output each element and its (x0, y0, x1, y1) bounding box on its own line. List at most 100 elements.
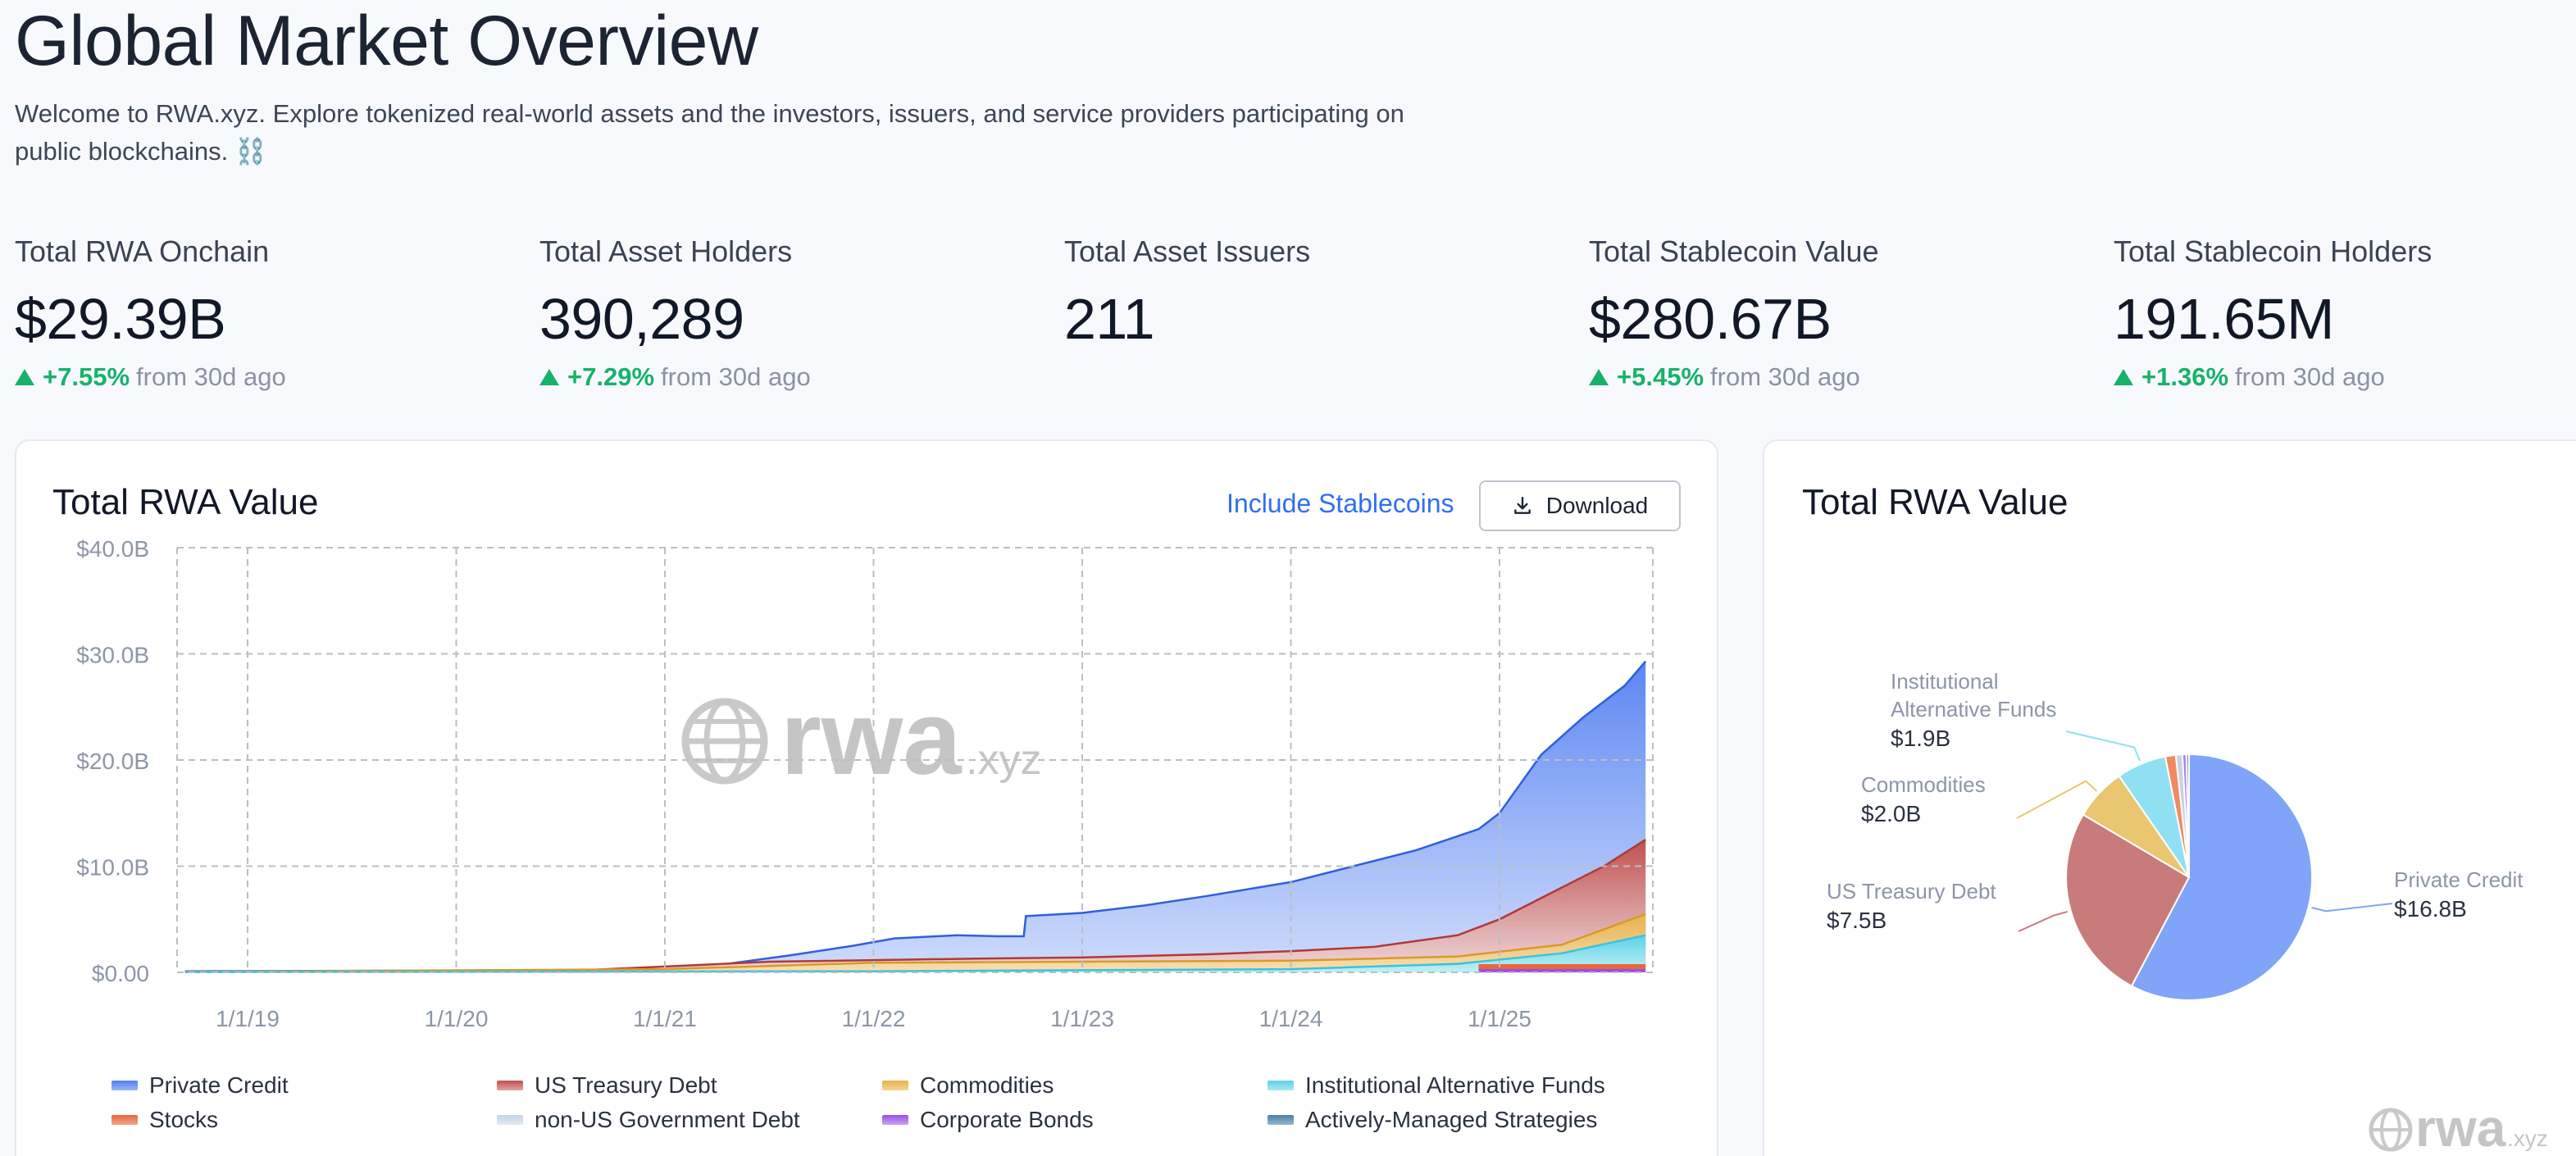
pie-value-label: $1.9B (1891, 726, 1950, 751)
pie-value-label: $7.5B (1827, 908, 1886, 933)
pie-label: Commodities (1861, 772, 1986, 797)
x-tick-label: 1/1/19 (216, 1006, 280, 1031)
legend-swatch (1268, 1081, 1294, 1090)
x-tick-label: 1/1/23 (1050, 1006, 1114, 1031)
stat-label: Total Stablecoin Holders (2114, 234, 2433, 268)
legend-item-stocks[interactable]: Stocks (112, 1107, 218, 1133)
globe-icon (681, 698, 768, 785)
stat-change-percent: +5.45% (1617, 362, 1704, 391)
pie-slice-us-treasury-debt[interactable] (2065, 813, 2191, 987)
pie-leader-line (2018, 910, 2069, 932)
area-card-title: Total RWA Value (52, 482, 319, 522)
legend-item-commodities[interactable]: Commodities (882, 1072, 1054, 1099)
pie-value-label: $16.8B (2394, 896, 2467, 922)
pie-label: Alternative Funds (1891, 697, 2056, 721)
legend-label: non-US Government Debt (535, 1107, 800, 1132)
legend-label: Corporate Bonds (920, 1107, 1094, 1132)
legend-label: Stocks (149, 1107, 219, 1132)
pie-label: US Treasury Debt (1827, 879, 1996, 903)
legend-swatch (1268, 1115, 1294, 1125)
legend-item-us-treasury-debt[interactable]: US Treasury Debt (497, 1072, 717, 1099)
pie-slice-private-credit[interactable] (2130, 753, 2314, 1001)
x-tick-label: 1/1/22 (842, 1006, 906, 1031)
total-rwa-value-area-card (15, 439, 1718, 1156)
legend-item-corporate-bonds[interactable]: Corporate Bonds (882, 1107, 1094, 1133)
stat-value: 390,289 (539, 287, 744, 351)
stat-value: 191.65M (2114, 287, 2334, 351)
stat-value: 211 (1064, 287, 1155, 351)
watermark-text: rwa (781, 680, 962, 797)
legend-item-non-us-government-debt[interactable]: non-US Government Debt (497, 1107, 800, 1133)
legend-label: Actively-Managed Strategies (1305, 1107, 1598, 1132)
stat-change-suffix: from 30d ago (136, 362, 286, 391)
area-corporate-bonds (1478, 969, 1646, 972)
stat-change: +5.45% from 30d ago (1589, 359, 2081, 395)
x-tick-label: 1/1/21 (633, 1006, 697, 1031)
watermark-text: rwa (2415, 1099, 2506, 1156)
stat-value: $280.67B (1589, 287, 1832, 351)
rwa-watermark-small: rwa .xyz (2369, 1099, 2548, 1156)
y-tick-label: $10.0B (76, 855, 149, 881)
stat-label: Total Asset Issuers (1064, 234, 1311, 268)
legend-item-institutional-alternative-funds[interactable]: Institutional Alternative Funds (1268, 1072, 1605, 1099)
stat-change-suffix: from 30d ago (1710, 362, 1860, 391)
pie-label: Private Credit (2394, 867, 2524, 892)
page-title: Global Market Overview (15, 2, 758, 80)
stat-total-stablecoin-holders: Total Stablecoin Holders 191.65M +1.36% f… (2114, 231, 2576, 395)
stat-change: +7.29% from 30d ago (539, 359, 1031, 395)
stat-change-suffix: from 30d ago (661, 362, 811, 391)
legend-swatch (112, 1115, 138, 1125)
download-icon (1513, 497, 1531, 514)
y-tick-label: $0.00 (92, 961, 149, 986)
total-rwa-value-area-chart: rwa .xyz $0.00 $10.0B $20.0B $30.0B $40.0B 1/… (76, 536, 1654, 1031)
stat-value: $29.39B (15, 287, 226, 351)
up-arrow-icon (15, 369, 34, 385)
stat-total-stablecoin-value: Total Stablecoin Value $280.67B +5.45% fr… (1589, 231, 2081, 395)
stat-change-percent: +1.36% (2141, 362, 2229, 391)
pie-label: Institutional (1891, 669, 1999, 694)
legend-swatch (497, 1115, 523, 1125)
stat-change-percent: +7.29% (567, 362, 655, 391)
area-institutional-alternative-funds-line (184, 934, 1646, 973)
stat-label: Total RWA Onchain (15, 234, 270, 268)
area-stocks (1478, 964, 1646, 969)
y-tick-label: $30.0B (76, 643, 149, 668)
download-button-label: Download (1545, 493, 1649, 518)
pie-leader-line (2311, 903, 2393, 913)
legend-swatch (882, 1081, 908, 1090)
stat-change-percent: +7.55% (43, 362, 130, 391)
up-arrow-icon (2114, 369, 2133, 385)
legend-item-private-credit[interactable]: Private Credit (112, 1072, 289, 1099)
legend-item-actively-managed-strategies[interactable]: Actively-Managed Strategies (1268, 1107, 1597, 1133)
total-rwa-value-pie-chart: Private Credit $16.8B US Treasury Debt $7.5… (1827, 669, 2548, 1156)
download-button[interactable]: Download (1479, 480, 1681, 531)
page-description: Welcome to RWA.xyz. Explore tokenized re… (15, 99, 1404, 166)
up-arrow-icon (1589, 369, 1609, 385)
pie-leader-line (2016, 780, 2098, 819)
y-tick-label: $20.0B (76, 749, 149, 774)
legend-swatch (497, 1081, 523, 1090)
x-tick-label: 1/1/25 (1468, 1006, 1531, 1031)
stat-change: +7.55% from 30d ago (15, 359, 507, 395)
watermark-subtext: .xyz (2507, 1126, 2548, 1151)
pie-card-title: Total RWA Value (1802, 482, 2069, 522)
stat-change-suffix: from 30d ago (2235, 362, 2385, 391)
pie-value-label: $2.0B (1861, 801, 1921, 826)
y-tick-label: $40.0B (76, 536, 149, 562)
legend-label: Private Credit (149, 1072, 289, 1098)
up-arrow-icon (539, 369, 559, 385)
stat-label: Total Asset Holders (539, 234, 793, 268)
pie-slice-actively-managed-strategies[interactable] (2185, 753, 2190, 878)
legend-label: Commodities (920, 1072, 1054, 1098)
legend-swatch (112, 1081, 138, 1090)
globe-icon (2369, 1108, 2413, 1152)
stat-label: Total Stablecoin Value (1589, 234, 1879, 268)
include-stablecoins-toggle[interactable]: Include Stablecoins (1227, 489, 1454, 518)
area-commodities-line (184, 913, 1646, 973)
x-tick-label: 1/1/20 (425, 1006, 489, 1031)
stat-change: +1.36% from 30d ago (2114, 359, 2576, 395)
pie-leader-line (2065, 730, 2141, 762)
legend-label: US Treasury Debt (535, 1072, 717, 1098)
stat-total-rwa-onchain: Total RWA Onchain $29.39B +7.55% from 30d… (15, 231, 507, 395)
stat-total-asset-issuers: Total Asset Issuers 211 (1064, 231, 1556, 356)
